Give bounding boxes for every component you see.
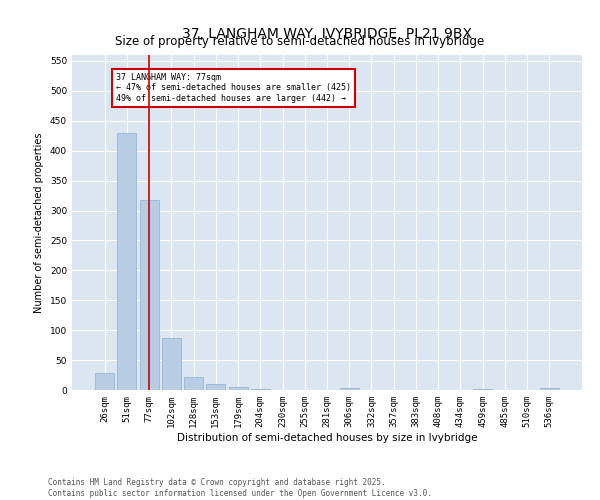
Bar bbox=[184, 378, 203, 390]
Text: Size of property relative to semi-detached houses in Ivybridge: Size of property relative to semi-detach… bbox=[115, 35, 485, 48]
Bar bbox=[473, 389, 492, 390]
Bar bbox=[140, 200, 158, 390]
Bar bbox=[118, 133, 136, 390]
Text: 37 LANGHAM WAY: 77sqm
← 47% of semi-detached houses are smaller (425)
49% of sem: 37 LANGHAM WAY: 77sqm ← 47% of semi-deta… bbox=[116, 73, 351, 102]
Bar bbox=[251, 389, 270, 390]
Bar bbox=[206, 384, 225, 390]
Bar bbox=[340, 388, 359, 390]
Title: 37, LANGHAM WAY, IVYBRIDGE, PL21 9BX: 37, LANGHAM WAY, IVYBRIDGE, PL21 9BX bbox=[182, 28, 472, 42]
Y-axis label: Number of semi-detached properties: Number of semi-detached properties bbox=[34, 132, 44, 313]
Bar bbox=[229, 387, 248, 390]
Bar bbox=[540, 388, 559, 390]
Bar bbox=[162, 338, 181, 390]
Bar bbox=[95, 373, 114, 390]
X-axis label: Distribution of semi-detached houses by size in Ivybridge: Distribution of semi-detached houses by … bbox=[177, 432, 477, 442]
Text: Contains HM Land Registry data © Crown copyright and database right 2025.
Contai: Contains HM Land Registry data © Crown c… bbox=[48, 478, 432, 498]
